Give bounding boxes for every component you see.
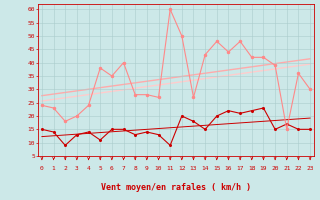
X-axis label: Vent moyen/en rafales ( km/h ): Vent moyen/en rafales ( km/h ) bbox=[101, 183, 251, 192]
